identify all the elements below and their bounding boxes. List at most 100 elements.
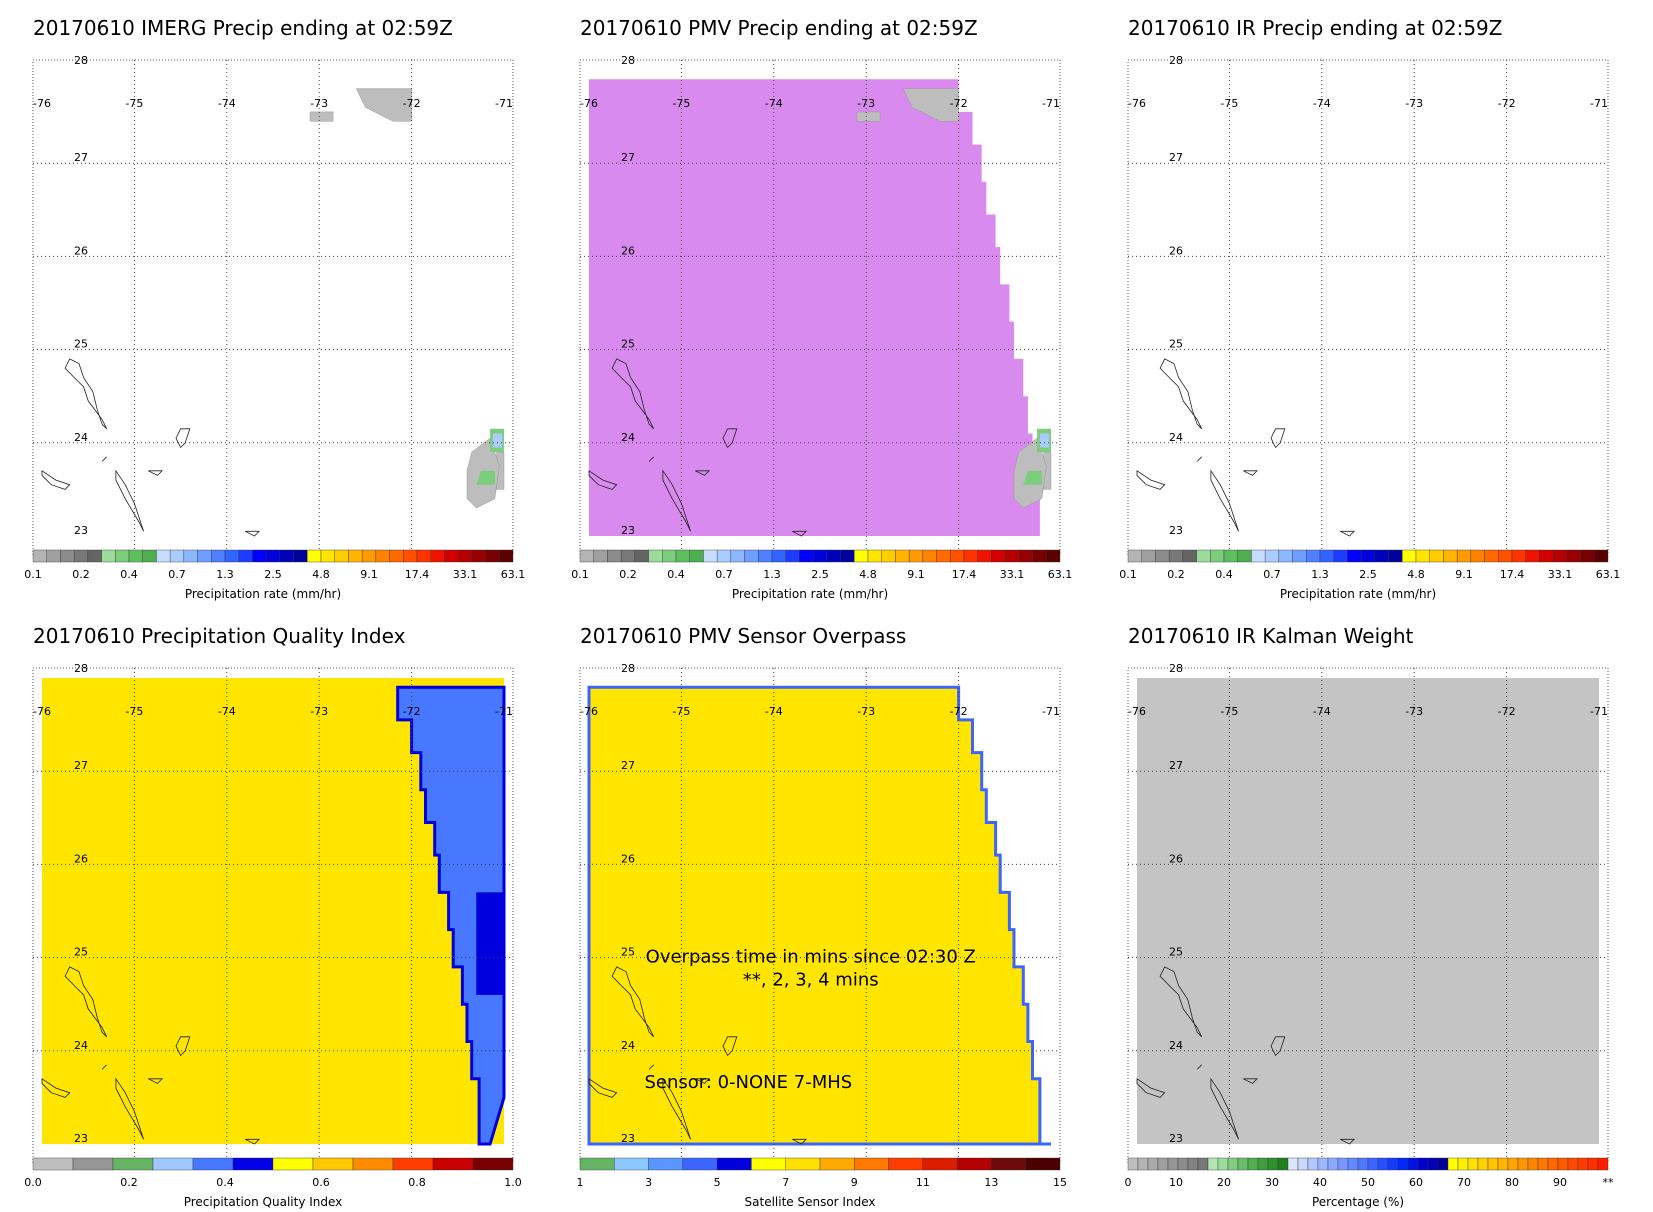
lat-tick-label: 26 xyxy=(74,244,88,257)
colorbar-swatch xyxy=(1443,549,1458,563)
colorbar: 0.0 0.2 0.4 0.6 0.8 1.0 Precipitation Quality … xyxy=(24,1157,522,1209)
colorbar-swatch xyxy=(634,549,649,563)
lon-tick-label: -73 xyxy=(857,705,875,718)
colorbar-tick-label: 0.6 xyxy=(312,1176,330,1189)
coastline xyxy=(1136,358,1356,537)
panel-title: 20170610 IMERG Precip ending at 02:59Z xyxy=(33,16,453,40)
colorbar-swatch xyxy=(854,1157,889,1171)
colorbar-swatch xyxy=(232,1157,274,1171)
colorbar-swatch xyxy=(457,549,473,563)
colorbar-tick-label: 0.4 xyxy=(1215,568,1233,581)
colorbar-swatch xyxy=(1251,549,1266,563)
colorbar-swatch xyxy=(689,549,704,563)
colorbar-swatch xyxy=(265,549,281,563)
colorbar-tick-label: 4.8 xyxy=(859,568,877,581)
colorbar-tick-label: 20 xyxy=(1217,1176,1231,1189)
lat-tick-label: 24 xyxy=(1169,431,1183,444)
lon-tick-label: -76 xyxy=(33,705,51,718)
lon-tick-label: -71 xyxy=(1042,705,1060,718)
colorbar-swatch xyxy=(1457,1157,1469,1171)
colorbar-swatch xyxy=(312,1157,354,1171)
lon-tick-label: -74 xyxy=(218,705,236,718)
colorbar-swatch xyxy=(1327,1157,1339,1171)
lat-tick-label: 25 xyxy=(74,946,88,959)
colorbar-swatch xyxy=(1182,549,1197,563)
colorbar-tick-label: 17.4 xyxy=(405,568,430,581)
lon-tick-label: -72 xyxy=(403,97,421,110)
colorbar-swatch xyxy=(432,1157,474,1171)
colorbar-swatch xyxy=(197,549,212,563)
colorbar-swatch xyxy=(620,549,636,563)
lon-tick-label: -75 xyxy=(125,705,143,718)
colorbar-swatch xyxy=(1577,1157,1589,1171)
colorbar-swatch xyxy=(1307,1157,1319,1171)
colorbar-tick-label: 33.1 xyxy=(1548,568,1573,581)
lat-tick-label: 24 xyxy=(1169,1039,1183,1052)
colorbar-swatch xyxy=(1127,549,1142,563)
colorbar-swatch xyxy=(703,549,718,563)
gridlines xyxy=(580,668,1060,1163)
colorbar-swatch xyxy=(1477,1157,1489,1171)
lon-tick-label: -72 xyxy=(950,705,968,718)
colorbar-swatch xyxy=(1223,549,1238,563)
lon-tick-label: -71 xyxy=(1042,97,1060,110)
colorbar-swatch xyxy=(403,549,418,563)
colorbar-swatch xyxy=(1497,1157,1509,1171)
colorbar-swatch xyxy=(1237,549,1252,563)
panel-title: 20170610 IR Kalman Weight xyxy=(1128,624,1413,648)
lat-tick-label: 24 xyxy=(74,431,88,444)
lon-tick-label: -75 xyxy=(125,97,143,110)
colorbar-swatch xyxy=(1237,1157,1249,1171)
lat-tick-label: 23 xyxy=(1169,1132,1183,1145)
lat-tick-label: 24 xyxy=(621,1039,635,1052)
colorbar-tick-label: 50 xyxy=(1361,1176,1375,1189)
colorbar-swatch xyxy=(1018,549,1033,563)
colorbar-swatch xyxy=(1566,549,1581,563)
colorbar-tick-label: 1.0 xyxy=(504,1176,522,1189)
colorbar-tick-label: 63.1 xyxy=(501,568,526,581)
colorbar-tick-label: 63.1 xyxy=(1596,568,1621,581)
colorbar-tick-label: 13 xyxy=(984,1176,998,1189)
colorbar-swatch xyxy=(662,549,677,563)
lon-tick-label: -76 xyxy=(1128,97,1146,110)
colorbar-swatch xyxy=(87,549,102,563)
lat-tick-label: 26 xyxy=(621,852,635,865)
colorbar-swatch xyxy=(472,1157,514,1171)
colorbar-swatch xyxy=(32,1157,74,1171)
colorbar-swatch xyxy=(1484,549,1499,563)
colorbar: 0.1 0.2 0.4 0.7 1.3 2.5 4.8 9.1 17.4 33.1 63.1 Prec… xyxy=(24,549,526,601)
colorbar-swatch xyxy=(238,549,253,563)
colorbar-swatch xyxy=(1137,1157,1149,1171)
colorbar-swatch xyxy=(751,1157,786,1171)
colorbar-swatch xyxy=(211,549,226,563)
colorbar-swatch xyxy=(293,549,308,563)
lat-tick-label: 28 xyxy=(621,54,635,67)
coastline xyxy=(588,358,808,537)
colorbar-tick-label: 0.1 xyxy=(24,568,42,581)
colorbar-swatch xyxy=(936,549,951,563)
pmv-coverage-area xyxy=(589,79,1051,537)
precip-area xyxy=(355,88,412,122)
precip-area xyxy=(1039,433,1050,448)
colorbar-swatch xyxy=(1447,1157,1459,1171)
colorbar-swatch xyxy=(1347,549,1362,563)
colorbar-swatch xyxy=(307,549,322,563)
colorbar-swatch xyxy=(730,549,745,563)
colorbar-swatch xyxy=(922,1157,958,1171)
colorbar-swatch xyxy=(1417,1157,1429,1171)
lat-tick-label: 28 xyxy=(1169,662,1183,675)
colorbar-tick-label: 1.3 xyxy=(1311,568,1329,581)
lat-tick-label: 24 xyxy=(74,1039,88,1052)
colorbar-swatch xyxy=(1487,1157,1499,1171)
kalman-weight-area xyxy=(1137,678,1599,1144)
colorbar-swatch xyxy=(375,549,390,563)
colorbar-swatch xyxy=(771,549,786,563)
colorbar-swatch xyxy=(1377,1157,1389,1171)
lon-tick-label: -74 xyxy=(765,705,783,718)
colorbar-tick-label: 0.7 xyxy=(168,568,186,581)
colorbar-tick-label: 0.2 xyxy=(1167,568,1185,581)
lat-tick-label: 28 xyxy=(621,662,635,675)
colorbar-tick-label: 33.1 xyxy=(453,568,478,581)
colorbar-swatch xyxy=(1517,1157,1529,1171)
lon-tick-label: -74 xyxy=(1313,97,1331,110)
